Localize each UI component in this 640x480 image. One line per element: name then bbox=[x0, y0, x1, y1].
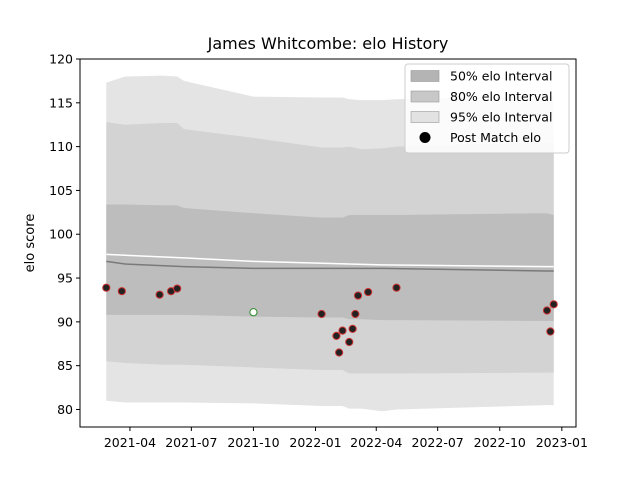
post-match-point bbox=[332, 331, 341, 340]
post-match-point bbox=[392, 283, 401, 292]
legend-swatch bbox=[410, 70, 440, 82]
post-match-point-highlight bbox=[249, 308, 258, 317]
legend-items: 50% elo Interval 80% elo Interval 95% elo … bbox=[410, 69, 552, 145]
legend-marker bbox=[419, 132, 431, 143]
y-tick-label: 95 bbox=[57, 271, 73, 286]
legend-frame bbox=[404, 63, 570, 154]
legend-swatch bbox=[410, 111, 440, 123]
legend: 50% elo Interval 80% elo Interval 95% elo … bbox=[404, 63, 570, 154]
y-tick-label: 105 bbox=[49, 183, 73, 198]
post-match-point bbox=[542, 306, 552, 315]
y-tick-label: 100 bbox=[49, 227, 73, 242]
y-tick-label: 85 bbox=[57, 358, 73, 373]
post-match-point bbox=[335, 348, 344, 357]
post-match-point bbox=[348, 324, 357, 333]
y-axis-title: elo score bbox=[23, 214, 38, 273]
x-tick-label: 2023-01 bbox=[536, 435, 588, 450]
post-match-point bbox=[345, 337, 354, 347]
chart-title: James Whitcombe: elo History bbox=[207, 34, 449, 53]
median-elo-line bbox=[106, 260, 554, 272]
y-axis: 80 85 90 95 100 105 110 115 120 bbox=[49, 52, 80, 417]
points-layer bbox=[102, 283, 558, 357]
post-match-point bbox=[155, 290, 164, 299]
legend-label: 80% elo Interval bbox=[450, 89, 552, 104]
bands-layer bbox=[106, 75, 554, 412]
legend-label: 50% elo Interval bbox=[450, 69, 552, 84]
x-tick-label: 2022-04 bbox=[350, 435, 402, 450]
plot-area bbox=[79, 58, 577, 428]
x-tick-label: 2021-10 bbox=[227, 435, 279, 450]
post-match-point bbox=[317, 309, 326, 319]
legend-label: 95% elo Interval bbox=[450, 110, 552, 125]
x-axis: 2021-04 2021-07 2021-10 2022-01 2022-04 2022-… bbox=[104, 427, 588, 450]
x-tick-label: 2022-07 bbox=[412, 435, 464, 450]
post-match-point bbox=[364, 287, 373, 297]
post-match-point bbox=[117, 287, 126, 296]
plot-frame bbox=[79, 58, 577, 428]
x-tick-label: 2022-01 bbox=[289, 435, 341, 450]
x-tick-label: 2021-04 bbox=[104, 435, 156, 450]
band-50-interval bbox=[106, 204, 554, 321]
y-tick-label: 90 bbox=[57, 314, 73, 329]
x-tick-label: 2021-07 bbox=[165, 435, 217, 450]
post-match-point bbox=[102, 283, 111, 292]
post-match-point bbox=[549, 300, 558, 309]
post-match-point bbox=[351, 309, 360, 319]
x-tick-label: 2022-10 bbox=[474, 435, 526, 450]
post-match-point bbox=[173, 284, 182, 293]
y-tick-label: 80 bbox=[57, 402, 73, 417]
post-match-point bbox=[353, 291, 363, 300]
mean-elo-line bbox=[106, 253, 554, 268]
y-tick-label: 115 bbox=[49, 95, 73, 110]
post-match-point bbox=[546, 327, 555, 336]
post-match-point bbox=[338, 326, 347, 335]
legend-label: Post Match elo bbox=[450, 130, 541, 145]
legend-swatch bbox=[410, 90, 440, 103]
y-tick-label: 120 bbox=[49, 52, 73, 67]
y-tick-label: 110 bbox=[49, 139, 73, 154]
